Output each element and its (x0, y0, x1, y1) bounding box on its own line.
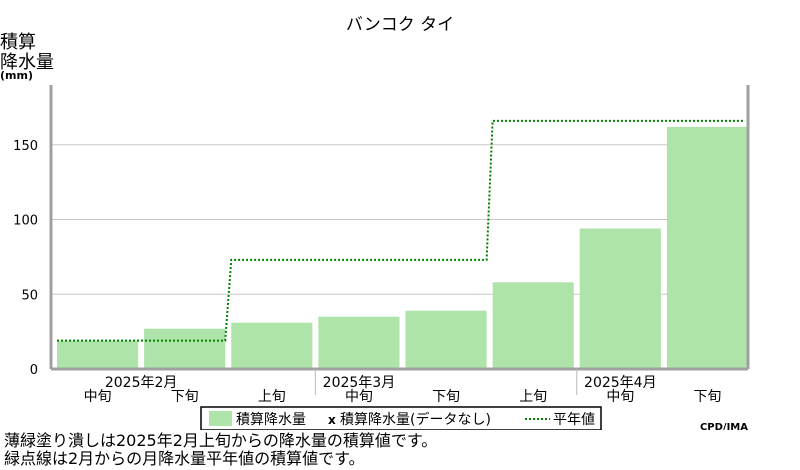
x-tick-label-5: 上旬 (519, 389, 547, 405)
y-tick-labels: 0 50 100 150 (13, 139, 38, 378)
bar-1 (144, 328, 226, 369)
legend-marker-x: x (328, 413, 336, 427)
bar-7 (666, 126, 748, 369)
x-tick-label-1: 下旬 (171, 389, 199, 405)
bar-5 (492, 282, 574, 369)
bar-6 (579, 228, 661, 369)
x-tick-label-6: 中旬 (606, 389, 634, 405)
chart-svg: バンコク タイ 積算 降水量 (mm) 0 50 100 150 中旬 下旬 上旬 中旬 下旬… (0, 15, 750, 430)
bars (57, 126, 748, 369)
legend-label-normal: 平年値 (553, 412, 595, 428)
note-line-2: 緑点線は2月からの月降水量平年値の積算値です。 (4, 449, 365, 468)
bar-3 (318, 316, 400, 369)
y-tick-label-0: 0 (30, 363, 38, 378)
legend-label-bar: 積算降水量 (236, 412, 306, 428)
note-line-1: 薄緑塗り潰しは2025年2月上旬からの降水量の積算値です。 (4, 431, 438, 450)
y-tick-label-2: 100 (13, 214, 38, 229)
x-tick-labels: 中旬 下旬 上旬 中旬 下旬 上旬 中旬 下旬 (84, 389, 722, 405)
x-tick-label-3: 中旬 (345, 389, 373, 405)
bar-0 (57, 340, 139, 369)
bar-2 (231, 322, 313, 369)
month-labels: 2025年2月 2025年3月 2025年4月 (105, 375, 657, 391)
y-tick-label-3: 150 (13, 139, 38, 154)
legend-swatch-bar (209, 411, 232, 426)
y-axis-label-line-3: (mm) (0, 69, 33, 82)
x-tick-label-2: 上旬 (258, 389, 286, 405)
x-tick-label-7: 下旬 (693, 389, 721, 405)
y-tick-label-1: 50 (21, 288, 38, 303)
legend-box (200, 406, 602, 430)
bar-4 (405, 310, 487, 369)
credit-label: CPD/JMA (700, 422, 748, 430)
month-label-1: 2025年3月 (323, 375, 396, 391)
x-tick-label-4: 下旬 (432, 389, 460, 405)
chart-title: バンコク タイ (346, 15, 454, 35)
x-tick-label-0: 中旬 (84, 389, 112, 405)
y-axis-label-line-1: 積算 (0, 32, 36, 53)
plot-frame (49, 85, 750, 395)
legend: 積算降水量 x 積算降水量(データなし) 平年値 (200, 406, 602, 430)
legend-label-missing: 積算降水量(データなし) (340, 411, 491, 428)
month-label-2: 2025年4月 (584, 375, 657, 391)
month-label-0: 2025年2月 (105, 375, 178, 391)
normal-value-step-line (57, 119, 745, 342)
y-axis-label-line-2: 降水量 (0, 52, 54, 73)
